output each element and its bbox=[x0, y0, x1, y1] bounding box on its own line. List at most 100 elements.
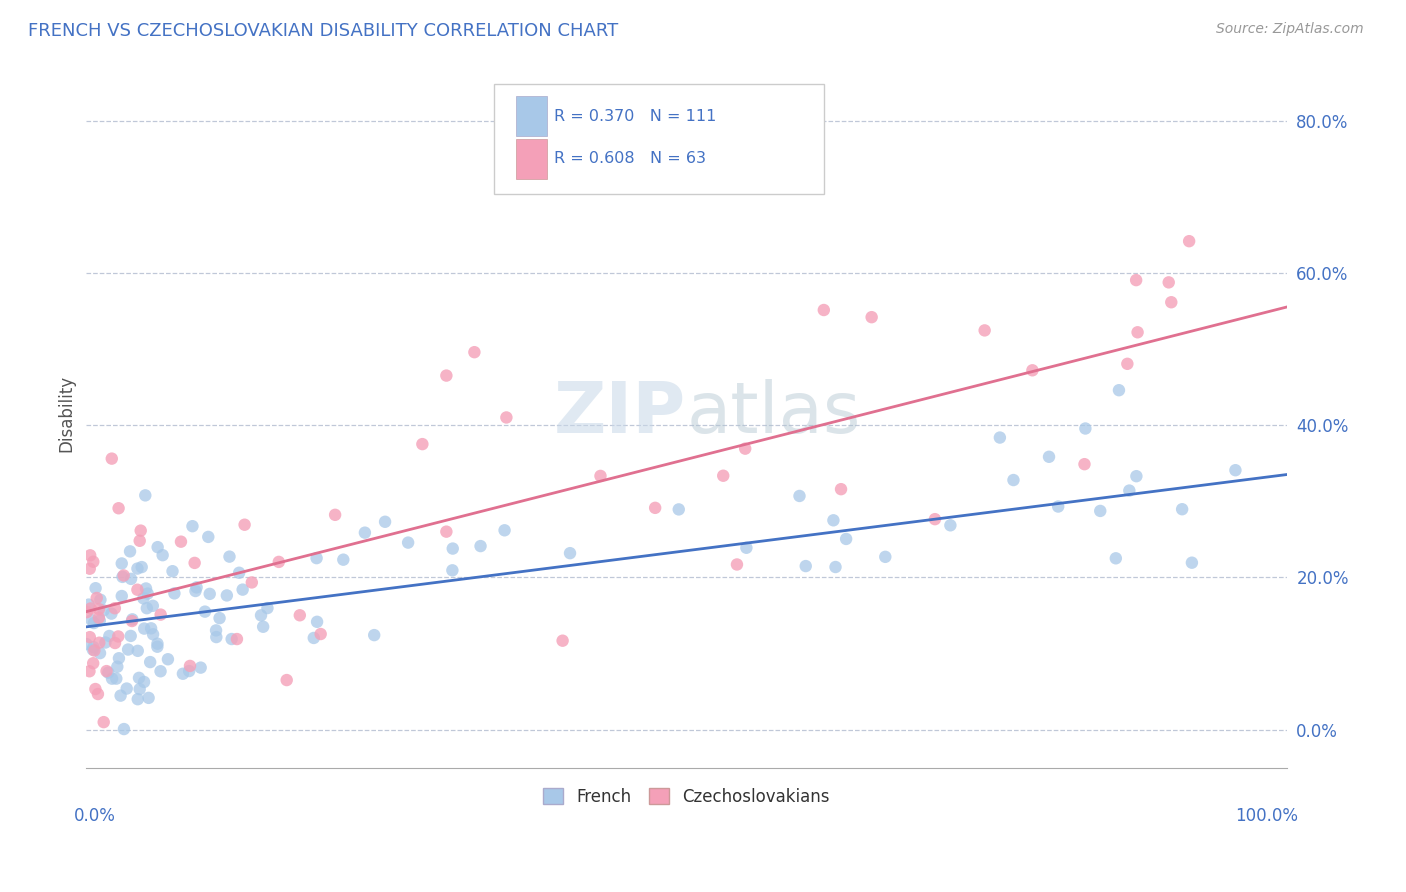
Point bbox=[100, 607, 122, 621]
Point bbox=[120, 572, 142, 586]
Point bbox=[1047, 500, 1070, 514]
Point bbox=[644, 500, 666, 515]
Point bbox=[305, 551, 328, 566]
Point bbox=[363, 628, 385, 642]
Point bbox=[218, 549, 240, 564]
Point bbox=[240, 575, 263, 590]
Point bbox=[142, 599, 165, 613]
Point bbox=[924, 512, 946, 526]
Point bbox=[120, 629, 142, 643]
Point bbox=[87, 687, 110, 701]
Point bbox=[79, 630, 101, 644]
Point bbox=[107, 501, 129, 516]
Point bbox=[441, 541, 464, 556]
Point bbox=[121, 614, 143, 628]
Point bbox=[470, 539, 492, 553]
Point bbox=[80, 613, 103, 627]
Point bbox=[668, 502, 690, 516]
Point bbox=[112, 722, 135, 736]
Point bbox=[256, 601, 278, 615]
Point bbox=[132, 591, 155, 606]
Point bbox=[162, 564, 184, 578]
Point bbox=[1125, 469, 1147, 483]
Point bbox=[127, 644, 149, 658]
Point bbox=[100, 451, 122, 466]
Point bbox=[194, 605, 217, 619]
Point bbox=[170, 534, 193, 549]
Point bbox=[434, 368, 457, 383]
Point bbox=[101, 672, 124, 686]
Point bbox=[82, 555, 104, 569]
Point bbox=[121, 612, 143, 626]
Point bbox=[197, 530, 219, 544]
Point bbox=[824, 560, 846, 574]
Point bbox=[711, 468, 734, 483]
Point bbox=[551, 633, 574, 648]
Point bbox=[198, 587, 221, 601]
Point bbox=[98, 629, 121, 643]
Point bbox=[1171, 502, 1194, 516]
Point bbox=[813, 303, 835, 318]
Point bbox=[1181, 556, 1204, 570]
Point bbox=[1073, 457, 1095, 471]
Point bbox=[128, 682, 150, 697]
Point bbox=[94, 635, 117, 649]
Point bbox=[138, 690, 160, 705]
FancyBboxPatch shape bbox=[495, 85, 824, 194]
Point bbox=[1225, 463, 1247, 477]
Point bbox=[495, 410, 517, 425]
Point bbox=[117, 642, 139, 657]
Point bbox=[132, 675, 155, 690]
Point bbox=[105, 672, 128, 686]
Point bbox=[441, 563, 464, 577]
Point bbox=[205, 624, 228, 638]
Point bbox=[172, 666, 194, 681]
Point bbox=[83, 615, 105, 630]
Point bbox=[89, 592, 111, 607]
Point bbox=[232, 582, 254, 597]
Point bbox=[118, 544, 141, 558]
Text: atlas: atlas bbox=[686, 379, 860, 448]
Point bbox=[1178, 234, 1201, 248]
Point bbox=[589, 469, 612, 483]
Point bbox=[89, 636, 111, 650]
Point bbox=[179, 664, 201, 678]
Legend: French, Czechoslovakians: French, Czechoslovakians bbox=[537, 781, 837, 813]
Point bbox=[183, 556, 205, 570]
Point bbox=[128, 671, 150, 685]
Point bbox=[139, 621, 162, 635]
Point bbox=[1125, 273, 1147, 287]
Point bbox=[1105, 551, 1128, 566]
Point bbox=[208, 611, 231, 625]
Point bbox=[93, 715, 115, 730]
Point bbox=[734, 442, 756, 456]
Point bbox=[252, 620, 274, 634]
Point bbox=[221, 632, 243, 646]
Text: FRENCH VS CZECHOSLOVAKIAN DISABILITY CORRELATION CHART: FRENCH VS CZECHOSLOVAKIAN DISABILITY COR… bbox=[28, 22, 619, 40]
Point bbox=[105, 659, 128, 673]
Point bbox=[111, 589, 134, 603]
Point bbox=[115, 681, 138, 696]
Point bbox=[494, 524, 516, 538]
Point bbox=[215, 589, 238, 603]
Point bbox=[127, 561, 149, 575]
Point bbox=[179, 659, 201, 673]
Point bbox=[80, 601, 103, 615]
Point bbox=[860, 310, 883, 325]
Point bbox=[973, 323, 995, 337]
Point bbox=[79, 549, 101, 563]
Point bbox=[82, 657, 104, 671]
Point bbox=[128, 533, 150, 548]
Point bbox=[354, 525, 377, 540]
Point bbox=[205, 630, 228, 644]
Point bbox=[1118, 483, 1140, 498]
Point bbox=[111, 557, 134, 571]
Point bbox=[104, 601, 127, 615]
Point bbox=[181, 519, 204, 533]
Point bbox=[111, 570, 134, 584]
Point bbox=[139, 655, 162, 669]
Point bbox=[332, 552, 354, 566]
Text: 100.0%: 100.0% bbox=[1236, 806, 1299, 824]
Point bbox=[835, 532, 858, 546]
Point bbox=[79, 665, 101, 679]
